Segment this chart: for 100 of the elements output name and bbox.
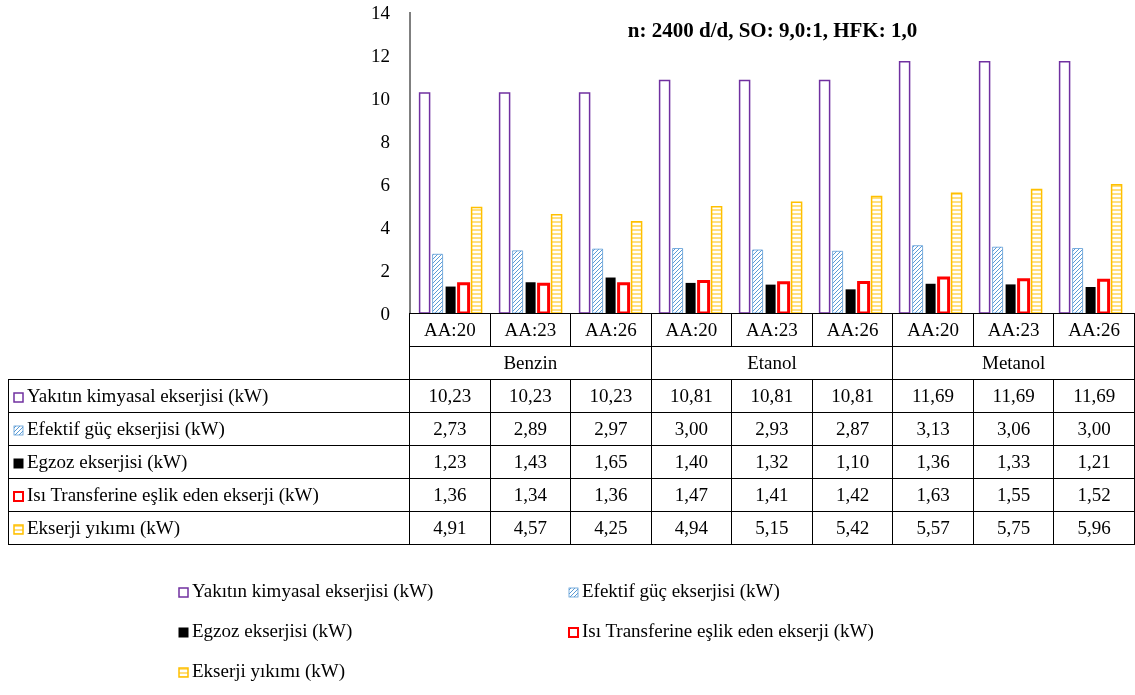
bar [512, 250, 523, 313]
text: Efektif güç ekserjisi (kW) [582, 580, 780, 601]
bar [630, 220, 643, 313]
data-label: 5,57 [892, 511, 974, 545]
data-label: 3,06 [973, 412, 1054, 446]
bar [1017, 278, 1031, 313]
text: Ekserji yıkımı (kW) [192, 660, 346, 681]
bar [937, 276, 951, 313]
text: Metanol [892, 346, 1135, 380]
bar [710, 206, 723, 313]
data-label: 1,36 [892, 445, 974, 479]
data-label: 2,93 [731, 412, 813, 446]
data-label: 4,91 [409, 511, 491, 545]
data-label: 3,00 [1053, 412, 1135, 446]
text: Egzoz ekserjisi (kW) [192, 620, 353, 641]
bar [870, 195, 883, 313]
bar [432, 253, 443, 313]
data-label: 1,42 [812, 478, 893, 512]
bar [470, 206, 483, 313]
bar [592, 248, 603, 313]
data-label: 1,43 [490, 445, 571, 479]
bar [1058, 60, 1071, 313]
y-tick-label: 6 [380, 173, 390, 195]
data-label: 2,73 [409, 412, 491, 446]
data-label: 2,87 [812, 412, 893, 446]
legend-label: Ekserji yıkımı (kW) [8, 511, 410, 545]
x-tick-label: AA:26 [1053, 313, 1135, 347]
text: Yakıtın kimyasal ekserjisi (kW) [192, 580, 434, 601]
legend-label: Efektif güç ekserjisi (kW) [8, 412, 410, 446]
bar [1097, 278, 1111, 313]
text: Isı Transferine eşlik eden ekserji (kW) [582, 620, 874, 641]
y-tick-label: 10 [371, 87, 390, 109]
data-label: 1,23 [409, 445, 491, 479]
data-label: 3,13 [892, 412, 974, 446]
data-label: 10,81 [812, 379, 893, 413]
bar [672, 248, 683, 313]
data-label: 11,69 [892, 379, 974, 413]
data-label: 1,63 [892, 478, 974, 512]
bar [658, 79, 671, 313]
data-label: 3,00 [651, 412, 732, 446]
bar [1110, 184, 1123, 313]
data-label: 1,52 [1053, 478, 1135, 512]
data-label: 5,75 [973, 511, 1054, 545]
x-tick-label: AA:20 [409, 313, 491, 347]
data-label: 11,69 [1053, 379, 1135, 413]
data-label: 5,15 [731, 511, 813, 545]
x-tick-label: AA:20 [892, 313, 974, 347]
y-tick-label: 4 [380, 216, 391, 238]
bar [832, 250, 843, 313]
chart-title: n: 2400 d/d, SO: 9,0:1, HFK: 1,0 [626, 18, 919, 43]
bar [790, 201, 803, 313]
x-tick-label: AA:23 [490, 313, 571, 347]
bar [777, 281, 791, 313]
data-label: 1,36 [409, 478, 491, 512]
bar [617, 282, 631, 313]
y-tick-label: 12 [371, 44, 390, 66]
bar [818, 79, 831, 313]
data-label: 4,25 [570, 511, 652, 545]
data-label: 1,36 [570, 478, 652, 512]
bar [418, 92, 431, 313]
data-label: 5,42 [812, 511, 893, 545]
legend-label: Egzoz ekserjisi (kW) [8, 445, 410, 479]
bar [857, 280, 871, 313]
bar [752, 249, 763, 313]
x-tick-label: AA:23 [973, 313, 1054, 347]
bar [1030, 188, 1043, 313]
x-tick-label: AA:26 [570, 313, 652, 347]
bar [738, 79, 751, 313]
data-label: 1,65 [570, 445, 652, 479]
x-tick-label: AA:26 [812, 313, 893, 347]
data-label: 1,33 [973, 445, 1054, 479]
data-label: 1,32 [731, 445, 813, 479]
y-tick-label: 8 [380, 130, 390, 152]
data-label: 4,57 [490, 511, 571, 545]
data-label: 10,23 [570, 379, 652, 413]
data-label: 2,89 [490, 412, 571, 446]
data-label: 10,23 [490, 379, 571, 413]
bar [550, 214, 563, 313]
data-label: 1,41 [731, 478, 813, 512]
bar [498, 92, 511, 313]
data-label: 10,23 [409, 379, 491, 413]
bar [898, 60, 911, 313]
data-label: 1,34 [490, 478, 571, 512]
bar [912, 245, 923, 313]
data-label: 10,81 [651, 379, 732, 413]
bar [978, 60, 991, 313]
data-label: 1,47 [651, 478, 732, 512]
bar [1072, 248, 1083, 313]
y-tick-label: 2 [380, 259, 390, 281]
y-tick-label: 14 [371, 1, 391, 23]
data-label: 1,10 [812, 445, 893, 479]
bar [457, 282, 471, 313]
data-label: 10,81 [731, 379, 813, 413]
data-label: 5,96 [1053, 511, 1135, 545]
bar [578, 92, 591, 313]
data-label: 4,94 [651, 511, 732, 545]
data-label: 1,21 [1053, 445, 1135, 479]
data-label: 2,97 [570, 412, 652, 446]
legend-label: Isı Transferine eşlik eden ekserji (kW) [8, 478, 410, 512]
text: Benzin [409, 346, 652, 380]
